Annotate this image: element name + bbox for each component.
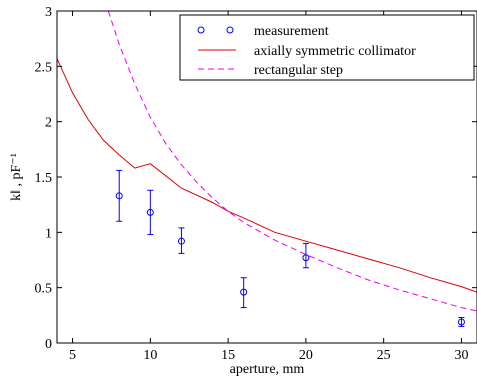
x-tick-label: 15	[221, 348, 235, 363]
x-tick-label: 10	[143, 348, 157, 363]
x-tick-label: 20	[299, 348, 313, 363]
y-tick-label: 2	[45, 116, 52, 131]
x-tick-label: 30	[454, 348, 468, 363]
series-line-axially-symmetric-collimator	[57, 59, 477, 293]
x-axis-label: aperture, mm	[230, 362, 305, 377]
y-tick-label: 2.5	[35, 60, 53, 75]
y-tick-label: 1.5	[35, 171, 53, 186]
legend: measurement axially symmetric collimator…	[180, 15, 474, 80]
y-axis-label: k‖ , pF⁻¹	[9, 153, 24, 201]
x-tick-label: 25	[377, 348, 391, 363]
y-tick-label: 0.5	[35, 282, 53, 297]
legend-label-measurement: measurement	[254, 24, 329, 39]
y-tick-label: 1	[45, 226, 52, 241]
legend-label-rectangular-step: rectangular step	[254, 63, 343, 78]
y-tick-label: 3	[45, 5, 52, 20]
x-tick-label: 5	[69, 348, 76, 363]
legend-label-axially-symmetric-collimator: axially symmetric collimator	[254, 44, 416, 59]
y-tick-label: 0	[45, 337, 52, 352]
